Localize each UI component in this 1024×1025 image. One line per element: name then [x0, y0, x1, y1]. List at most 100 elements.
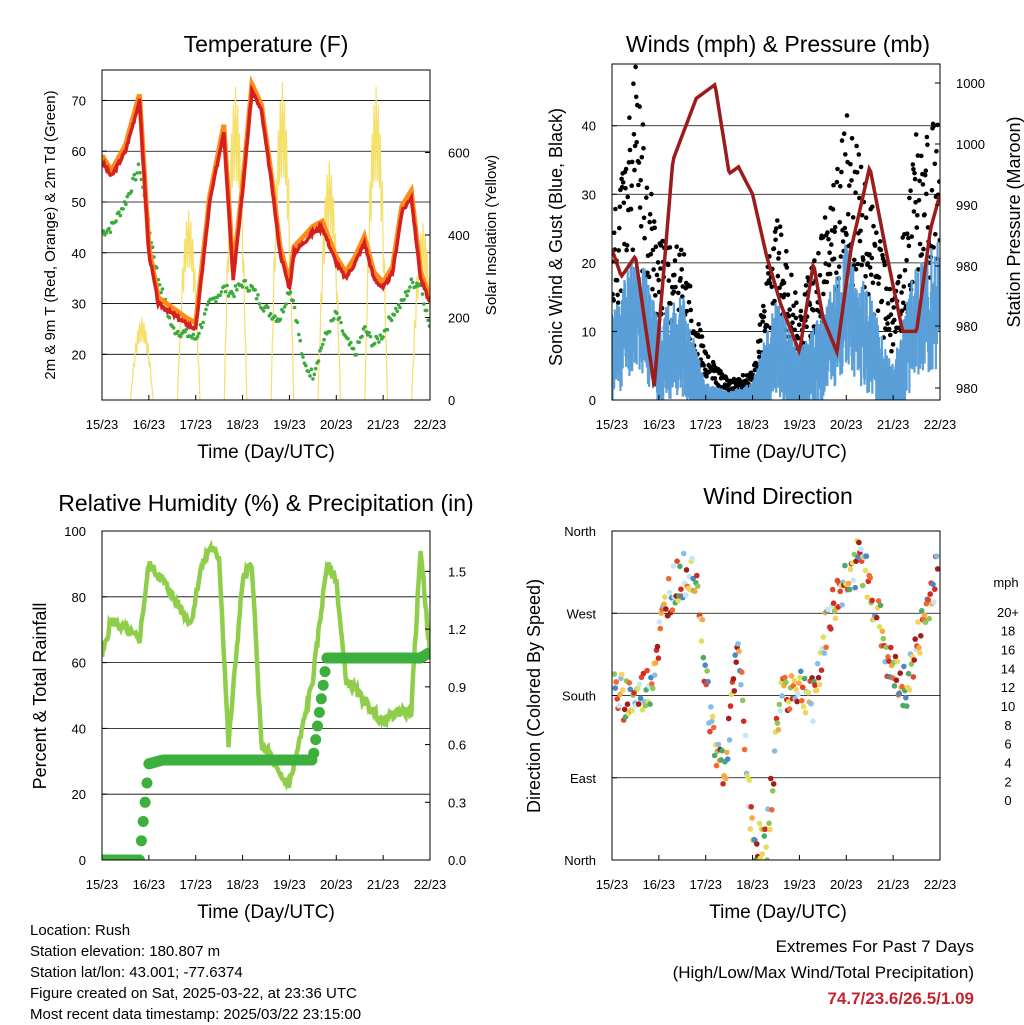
dewpoint-point [114, 219, 118, 223]
gust-point [922, 212, 927, 217]
gust-point [899, 308, 905, 314]
direction-point [876, 624, 883, 630]
gust-point [913, 132, 919, 137]
direction-xlabel: Time (Day/UTC) [709, 902, 847, 923]
direction-point [783, 679, 789, 686]
gust-point [672, 258, 678, 263]
dewpoint-point [306, 369, 311, 374]
direction-xtick-label: 18/23 [736, 877, 769, 892]
direction-point [769, 807, 775, 813]
humidity-ytick-label: 0 [79, 853, 86, 868]
direction-point [820, 634, 827, 640]
dewpoint-point [288, 290, 293, 295]
temperature-xtick-label: 15/23 [86, 417, 119, 432]
dewpoint-point [159, 290, 163, 295]
direction-point [707, 728, 713, 735]
precip-point [134, 854, 145, 860]
humidity-panel: Relative Humidity (%) & Precipitation (i… [30, 490, 474, 923]
gust-point [677, 252, 682, 258]
gust-point [935, 122, 940, 128]
dewpoint-point [322, 337, 326, 342]
gust-point [762, 328, 768, 334]
dewpoint-point [403, 290, 408, 294]
direction-point [842, 562, 848, 569]
gust-point [614, 278, 620, 283]
gust-point [689, 318, 694, 324]
humidity-left-ticks: 0 20 40 60 80 100 [64, 524, 107, 868]
gust-point [632, 143, 638, 149]
gust-point [869, 255, 875, 261]
humidity-xtick-label: 22/23 [414, 877, 447, 892]
direction-point [823, 644, 829, 651]
temperature-ytick-label: 40 [72, 246, 86, 261]
gust-point [803, 283, 809, 288]
gust-point [933, 232, 938, 237]
gust-point [773, 237, 778, 243]
humidity-title: Relative Humidity (%) & Precipitation (i… [58, 490, 473, 516]
direction-point [626, 680, 633, 686]
direction-point [637, 695, 644, 702]
direction-point [612, 685, 619, 691]
gust-point [854, 143, 859, 149]
gust-point [654, 272, 660, 278]
dewpoint-point [218, 293, 222, 298]
gust-point [772, 298, 777, 304]
dewpoint-point [157, 283, 162, 287]
dewpoint-point [377, 340, 381, 344]
direction-point [763, 844, 769, 850]
dewpoint-point [124, 202, 128, 207]
gust-point [752, 367, 758, 373]
direction-point [680, 550, 687, 557]
dewpoint-point [298, 338, 303, 343]
direction-point [867, 574, 873, 581]
direction-point [669, 607, 676, 613]
gust-point [666, 278, 672, 283]
temperature-left-ticks: 20 30 40 50 60 70 [72, 93, 107, 362]
winds-ytick-label: 40 [582, 119, 596, 134]
gust-point [794, 300, 799, 306]
gust-point [913, 200, 918, 205]
dewpoint-point [117, 210, 121, 214]
gust-point [638, 224, 644, 229]
direction-point [652, 660, 659, 666]
gust-point [817, 273, 823, 278]
gust-point [781, 280, 787, 286]
precip-point [317, 679, 329, 691]
direction-point [782, 674, 788, 681]
direction-point [877, 602, 884, 609]
gust-point [656, 277, 661, 283]
temperature-xtick-label: 19/23 [273, 417, 306, 432]
direction-point [654, 643, 661, 650]
direction-ytick-label: South [562, 689, 596, 704]
speed-legend-label: 2 [1004, 774, 1011, 789]
gust-point [917, 178, 922, 184]
gust-point [712, 376, 718, 381]
direction-ytick-label: North [564, 524, 596, 539]
gust-point [687, 283, 693, 289]
dewpoint-point [240, 285, 245, 289]
gust-point [655, 260, 661, 265]
dewpoint-point [132, 172, 137, 177]
direction-point [614, 696, 620, 702]
direction-point [656, 619, 663, 625]
direction-ylabel: Direction (Colored By Speed) [524, 579, 544, 813]
gust-point [858, 228, 863, 234]
dewpoint-point [247, 288, 252, 293]
dewpoint-point [281, 310, 286, 314]
gust-point [870, 280, 876, 286]
gust-point [937, 237, 940, 243]
direction-point [931, 599, 937, 605]
direction-ytick-label: North [564, 853, 596, 868]
dewpoint-point [349, 340, 353, 345]
direction-point [850, 577, 857, 584]
gust-point [904, 231, 910, 236]
gust-point [837, 220, 842, 225]
direction-point [768, 775, 774, 782]
speed-legend-title: mph [993, 575, 1018, 590]
direction-point [759, 851, 766, 857]
gust-point [842, 225, 848, 231]
gust-point [761, 303, 766, 309]
direction-point [794, 698, 800, 705]
precip-right-ticks: 0.0 0.3 0.6 0.9 1.2 1.5 [425, 564, 466, 868]
dewpoint-point [201, 320, 205, 325]
